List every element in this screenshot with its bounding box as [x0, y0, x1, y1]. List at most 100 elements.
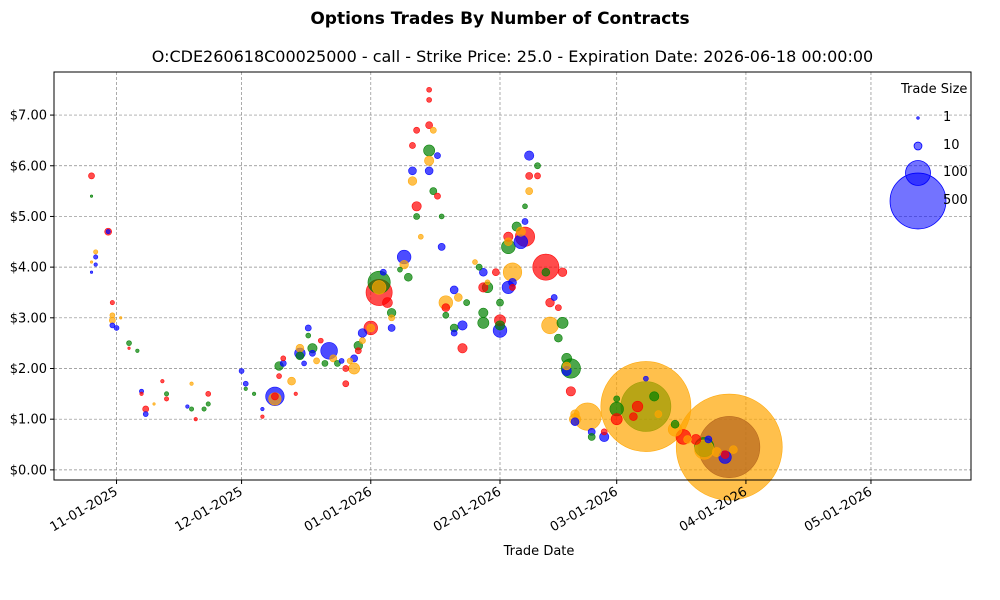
data-point — [387, 324, 396, 332]
data-point — [338, 358, 345, 364]
data-point — [463, 299, 471, 306]
data-point — [513, 234, 528, 249]
data-point — [317, 337, 324, 344]
legend-markers — [889, 116, 947, 230]
data-point — [654, 410, 663, 418]
chart-suptitle: Options Trades By Number of Contracts — [310, 9, 690, 29]
data-point — [189, 406, 195, 412]
y-tick-label: $5.00 — [10, 210, 47, 225]
data-point — [413, 126, 420, 134]
data-point — [524, 150, 535, 161]
data-point — [109, 300, 115, 306]
data-point — [354, 347, 362, 355]
data-point — [496, 298, 504, 307]
data-point — [449, 285, 459, 295]
data-point — [109, 322, 116, 329]
data-point — [525, 187, 534, 195]
data-point — [93, 249, 99, 255]
data-point — [454, 293, 463, 302]
data-point — [201, 406, 207, 412]
data-point — [534, 162, 541, 170]
data-point — [413, 213, 420, 220]
data-point — [570, 409, 580, 419]
data-point — [670, 419, 680, 429]
data-point — [280, 355, 287, 362]
data-point — [139, 391, 144, 396]
data-point — [260, 406, 265, 412]
data-point — [271, 392, 279, 401]
data-point — [534, 172, 541, 180]
data-point — [93, 254, 99, 260]
data-point — [142, 411, 149, 417]
data-point — [404, 273, 413, 282]
data-point — [532, 253, 560, 281]
data-point — [484, 279, 491, 286]
data-point — [423, 144, 436, 157]
x-tick-label: 01-01-2026 — [302, 484, 375, 535]
data-point — [127, 346, 131, 350]
data-point — [495, 320, 505, 331]
data-point — [242, 380, 249, 387]
data-point — [613, 395, 621, 403]
data-point — [293, 391, 298, 396]
data-point — [711, 447, 722, 458]
data-point — [429, 187, 438, 195]
x-axis-label: Trade Date — [503, 544, 575, 559]
data-point — [541, 267, 551, 277]
data-point — [429, 126, 437, 134]
legend-label-100: 100 — [943, 165, 968, 180]
data-point — [89, 270, 94, 274]
data-point — [554, 333, 563, 343]
data-point — [417, 233, 424, 240]
data-point — [160, 379, 165, 384]
data-point — [252, 391, 257, 396]
data-point — [557, 267, 568, 277]
data-point — [348, 362, 360, 375]
data-point — [379, 268, 387, 276]
data-point — [649, 391, 660, 402]
data-point — [279, 360, 287, 367]
data-point — [610, 413, 623, 426]
data-point — [366, 323, 376, 333]
data-point — [545, 297, 555, 308]
data-point — [329, 354, 338, 363]
data-point — [407, 176, 418, 186]
legend-label-1: 1 — [943, 110, 952, 125]
data-point — [525, 172, 534, 180]
data-point — [434, 192, 441, 200]
x-tick-label: 03-01-2026 — [548, 484, 621, 535]
data-point — [491, 268, 500, 277]
legend-label-500: 500 — [943, 193, 968, 208]
data-point — [243, 386, 248, 391]
chart-title: O:CDE260618C00025000 - call - Strike Pri… — [151, 47, 874, 66]
data-point — [304, 324, 312, 332]
data-point — [357, 328, 368, 338]
data-point — [438, 213, 445, 220]
data-point — [425, 121, 433, 130]
data-point — [729, 445, 738, 454]
data-point — [475, 263, 483, 271]
data-point — [342, 380, 350, 388]
legend-title: Trade Size — [901, 82, 968, 97]
data-point — [93, 262, 98, 267]
legend-marker — [916, 116, 920, 120]
plot-frame — [53, 71, 972, 481]
data-point — [108, 316, 116, 324]
data-point — [457, 343, 468, 354]
data-point — [342, 365, 350, 372]
data-point — [346, 357, 354, 364]
legend-label-10: 10 — [943, 138, 960, 153]
data-point — [189, 381, 194, 386]
data-point — [587, 433, 596, 441]
data-point — [570, 417, 580, 426]
y-tick-label: $1.00 — [10, 413, 47, 428]
y-tick-label: $7.00 — [10, 109, 47, 124]
y-tick-label: $3.00 — [10, 311, 47, 326]
data-point — [690, 434, 702, 445]
legend-marker — [889, 172, 947, 230]
data-point — [426, 86, 432, 93]
data-point — [556, 316, 569, 329]
y-tick-label: $4.00 — [10, 261, 47, 276]
data-point — [509, 284, 516, 291]
data-point — [295, 351, 305, 361]
